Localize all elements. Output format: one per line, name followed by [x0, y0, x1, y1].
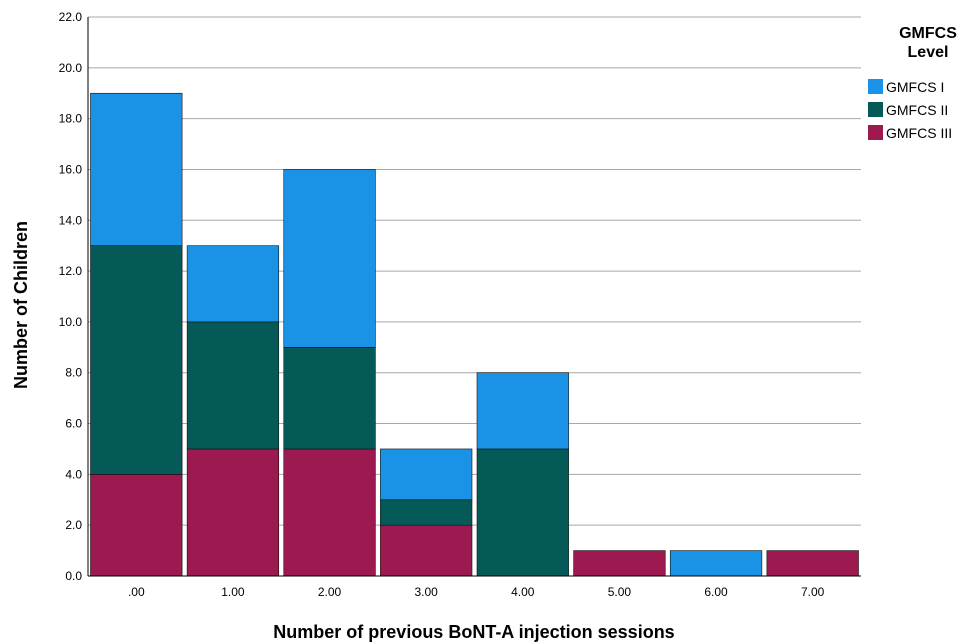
x-tick-label: .00 — [128, 585, 145, 599]
y-tick-labels: 0.0 2.0 4.0 6.0 8.0 10.0 12.0 14.0 16.0 18.0 20.0 2… — [59, 10, 83, 583]
y-tick-label: 0.0 — [65, 569, 82, 583]
x-tick-label: 3.00 — [415, 585, 439, 599]
y-tick-label: 12.0 — [59, 264, 83, 278]
bar-segment — [573, 550, 666, 577]
y-tick-label: 6.0 — [65, 417, 82, 431]
y-tick-label: 22.0 — [59, 10, 83, 24]
bar-segment — [90, 92, 183, 246]
y-tick-label: 8.0 — [65, 366, 82, 380]
x-tick-label: 7.00 — [801, 585, 825, 599]
x-tick-label: 2.00 — [318, 585, 342, 599]
bar-segment — [90, 245, 183, 475]
legend-label: GMFCS II — [886, 102, 948, 118]
y-tick-label: 2.0 — [65, 518, 82, 532]
bar-segment — [186, 245, 280, 323]
legend-title-line-1: GMFCS — [899, 25, 957, 42]
y-tick-label: 14.0 — [59, 213, 83, 227]
bar-segment — [283, 347, 376, 450]
bar-segment — [186, 448, 280, 577]
x-tick-label: 6.00 — [704, 585, 728, 599]
bar-segment — [669, 550, 763, 577]
bar-segment — [476, 372, 569, 450]
bar-segment — [766, 550, 859, 577]
legend: GMFCS Level GMFCS I GMFCS II GMFCS III — [868, 25, 957, 141]
legend-swatch — [868, 79, 883, 94]
bar-segment — [476, 448, 569, 577]
y-tick-label: 16.0 — [59, 162, 83, 176]
axes — [87, 17, 861, 577]
x-tick-labels: .00 1.00 2.00 3.00 4.00 5.00 6.00 7.00 — [128, 585, 825, 599]
y-tick-label: 4.0 — [65, 467, 82, 481]
y-tick-label: 10.0 — [59, 315, 83, 329]
legend-label: GMFCS III — [886, 125, 952, 141]
legend-swatch — [868, 125, 883, 140]
bar-segment — [90, 474, 183, 577]
bar-segment — [283, 169, 376, 348]
bar-segment — [380, 448, 473, 501]
x-axis-title: Number of previous BoNT-A injection sess… — [273, 622, 674, 642]
legend-label: GMFCS I — [886, 79, 944, 95]
y-axis-title: Number of Children — [11, 221, 31, 389]
y-tick-label: 20.0 — [59, 61, 83, 75]
bar-segment — [380, 499, 473, 526]
legend-items: GMFCS I GMFCS II GMFCS III — [868, 79, 952, 141]
x-tick-label: 1.00 — [221, 585, 245, 599]
bars — [90, 92, 859, 577]
bar-segment — [283, 448, 376, 577]
bar-segment — [380, 524, 473, 577]
legend-title-line-2: Level — [908, 44, 949, 61]
x-tick-label: 5.00 — [608, 585, 632, 599]
y-tick-label: 18.0 — [59, 112, 83, 126]
legend-swatch — [868, 102, 883, 117]
x-tick-label: 4.00 — [511, 585, 535, 599]
bar-segment — [186, 321, 280, 450]
